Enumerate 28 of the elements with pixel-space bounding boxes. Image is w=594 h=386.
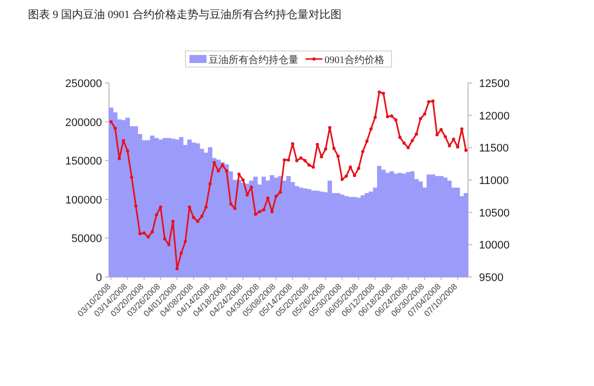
legend-label: 0901合约价格	[324, 54, 384, 66]
y-tick-label: 200000	[65, 116, 102, 129]
legend-item: 0901合约价格	[306, 55, 384, 66]
y2-tick-label: 12500	[479, 78, 510, 90]
bar	[352, 196, 357, 278]
y-tick-label: 150000	[65, 156, 102, 168]
bar	[336, 193, 340, 278]
bar	[356, 198, 361, 278]
bar	[340, 194, 344, 278]
y-tick-label: 250000	[65, 78, 102, 90]
bar	[438, 176, 444, 278]
legend-label: 豆油所有合约持仓量	[208, 54, 298, 66]
bar	[108, 108, 114, 278]
y-tick-label: 0	[96, 272, 102, 284]
y2-tick-label: 11000	[479, 175, 509, 187]
y2-tick-label: 10000	[479, 240, 510, 252]
bar	[434, 176, 440, 278]
legend-item: 豆油所有合约持仓量	[190, 55, 298, 66]
bar	[455, 188, 460, 278]
bar	[464, 193, 468, 278]
chart-title: 图表 9 国内豆油 0901 合约价格走势与豆油所有合约持仓量对比图	[28, 8, 342, 21]
y2-tick-label: 10500	[479, 207, 510, 220]
y-tick-label: 50000	[71, 233, 102, 246]
y2-tick-label: 11500	[479, 142, 509, 155]
y-tick-label: 100000	[65, 194, 102, 206]
y2-tick-label: 12000	[479, 110, 510, 122]
y2-tick-label: 9500	[479, 272, 504, 284]
bar	[368, 191, 374, 278]
